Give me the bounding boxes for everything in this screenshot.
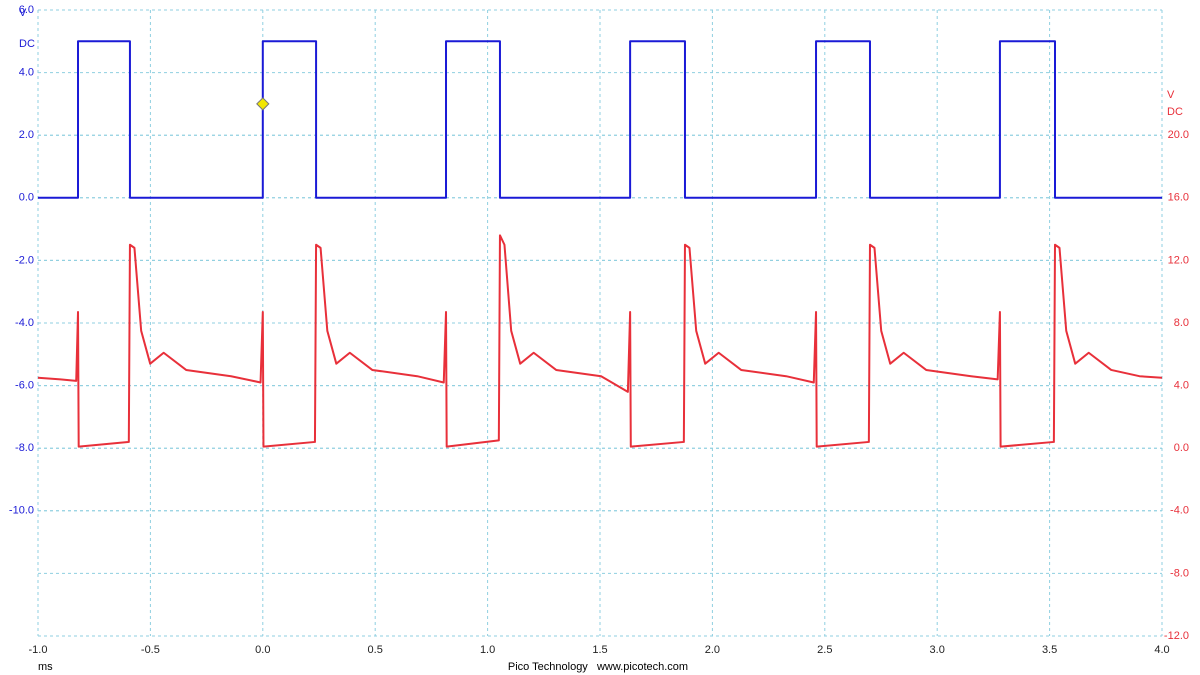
y2-tick-label: 4.0	[1174, 380, 1189, 392]
x-tick-label: 4.0	[1154, 644, 1169, 656]
x-tick-label: 2.5	[817, 644, 832, 656]
series-line	[37, 234, 1163, 448]
x-tick-label: 0.5	[368, 644, 383, 656]
y2-tick-label: 0.0	[1174, 442, 1189, 454]
x-tick-label: 1.5	[592, 644, 607, 656]
y-tick-label: -2.0	[15, 254, 34, 266]
y-axis-coupling: DC	[19, 38, 35, 50]
y2-tick-label: 16.0	[1168, 192, 1189, 204]
y2-axis-coupling: DC	[1167, 106, 1183, 118]
y-tick-label: 2.0	[19, 129, 34, 141]
x-tick-label: -0.5	[141, 644, 160, 656]
x-tick-label: 3.5	[1042, 644, 1057, 656]
x-axis-unit: ms	[38, 661, 53, 673]
x-tick-label: 0.0	[255, 644, 270, 656]
y2-tick-label: 8.0	[1174, 317, 1189, 329]
y-tick-label: -8.0	[15, 442, 34, 454]
series-line	[38, 40, 1162, 199]
y-tick-label: 0.0	[19, 192, 34, 204]
x-tick-label: 1.0	[480, 644, 495, 656]
trigger-marker	[256, 97, 270, 111]
x-tick-label: 2.0	[705, 644, 720, 656]
y-tick-label: -6.0	[15, 380, 34, 392]
x-tick-label: 3.0	[930, 644, 945, 656]
y2-tick-label: -8.0	[1170, 567, 1189, 579]
y2-tick-label: 12.0	[1168, 254, 1189, 266]
y-axis-unit: V	[19, 7, 27, 19]
footer: Pico Technology www.picotech.com	[508, 661, 688, 673]
y2-axis-unit: V	[1167, 89, 1175, 101]
x-tick-label: -1.0	[29, 644, 48, 656]
y-tick-label: -10.0	[9, 505, 34, 517]
y2-tick-label: -12.0	[1164, 630, 1189, 642]
y-tick-label: 6.0	[19, 4, 34, 16]
y-tick-label: 4.0	[19, 67, 34, 79]
y-tick-label: -4.0	[15, 317, 34, 329]
y2-tick-label: 20.0	[1168, 129, 1189, 141]
y2-tick-label: -4.0	[1170, 505, 1189, 517]
